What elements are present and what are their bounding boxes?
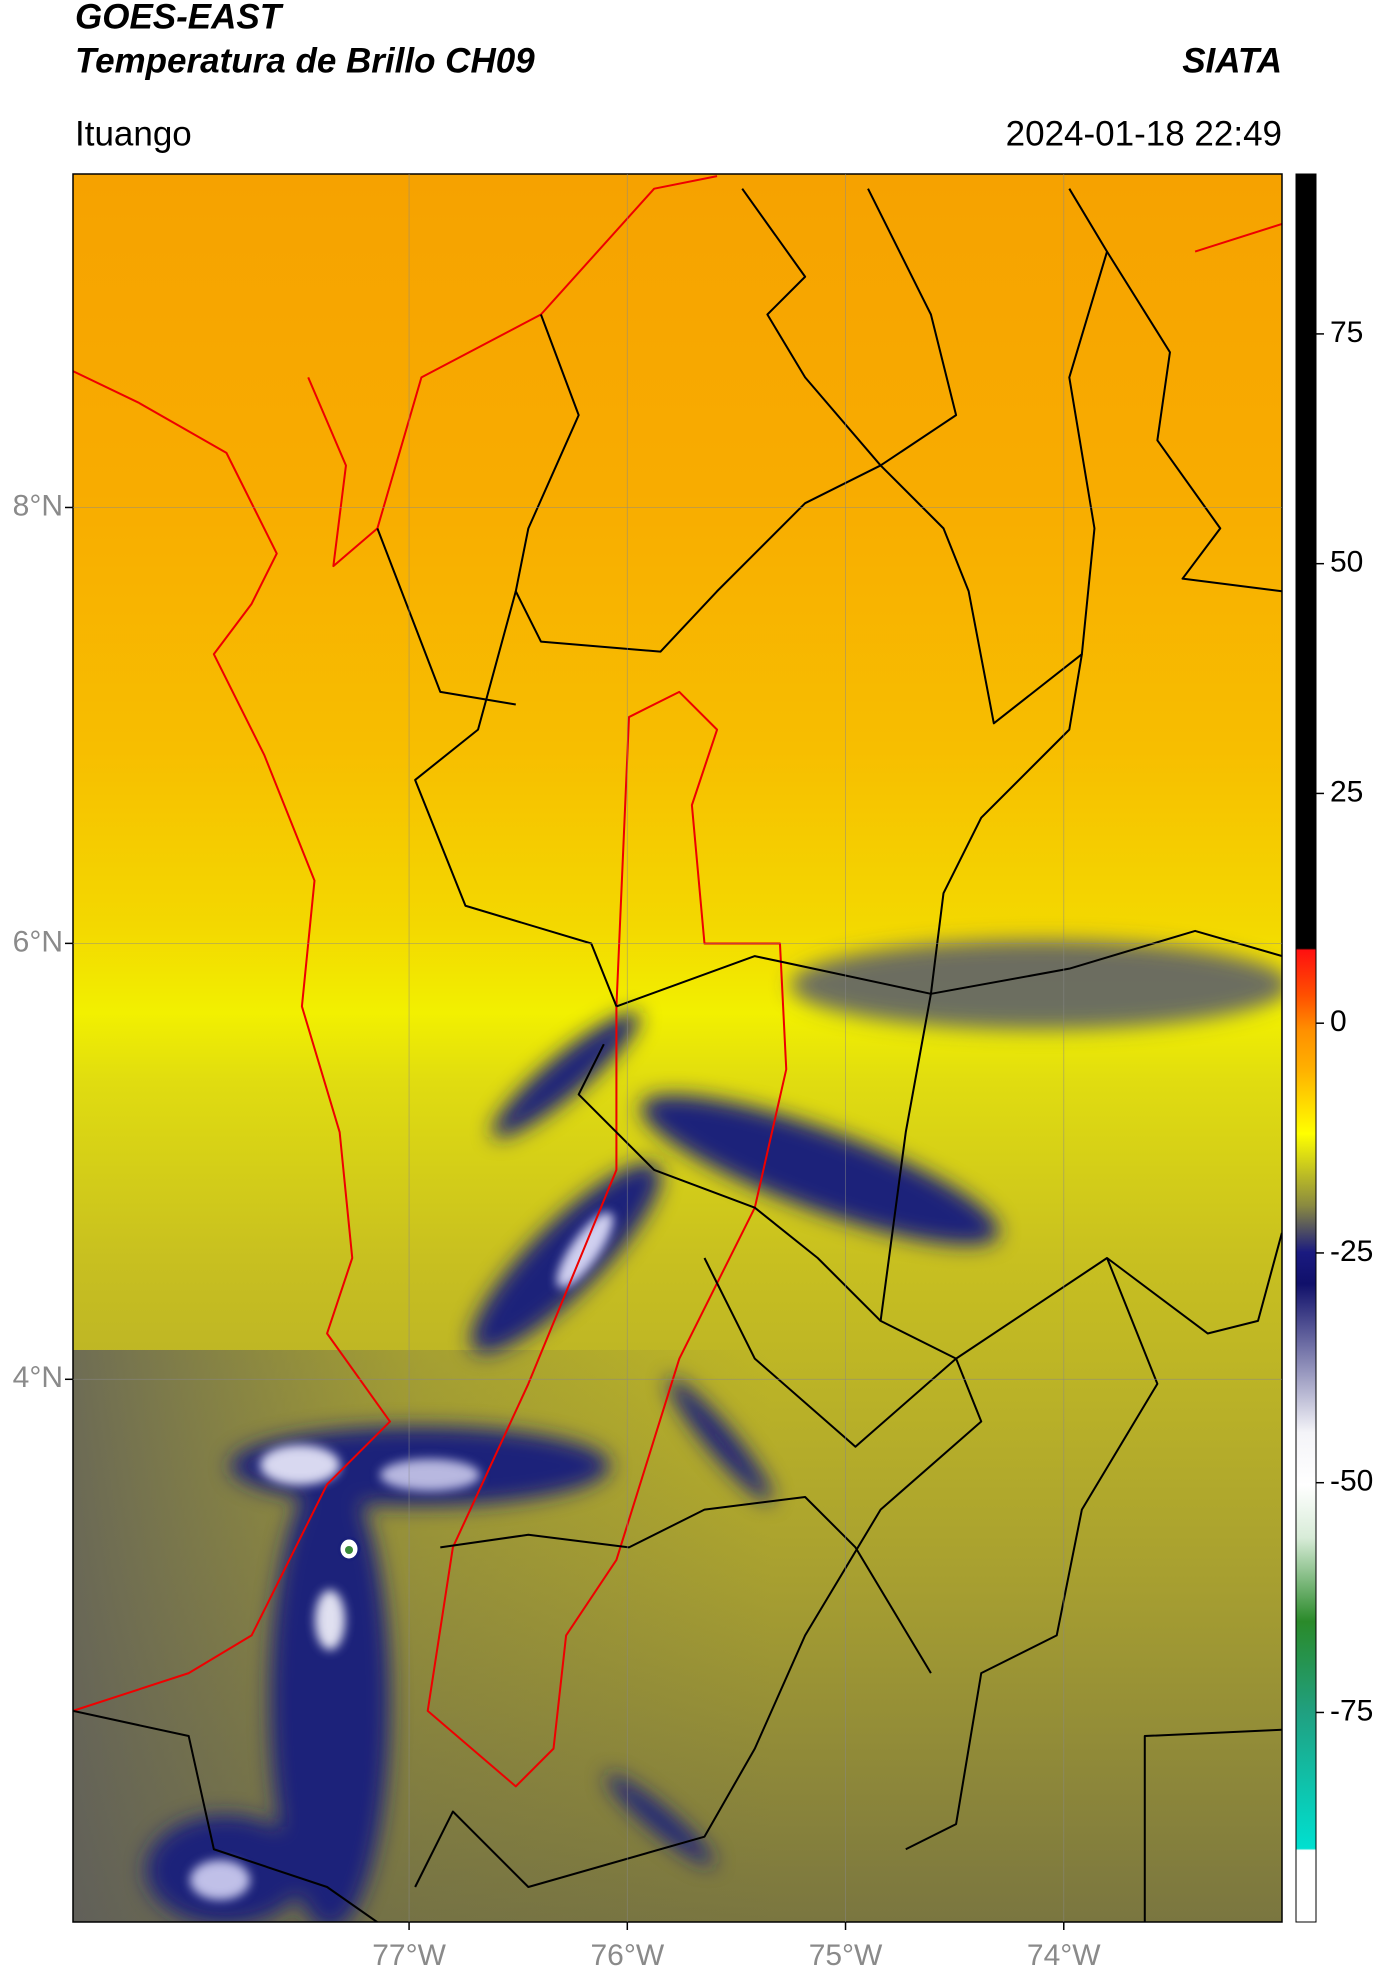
y-tick-label: 4°N [13,1361,63,1394]
title: GOES-EAST [75,0,284,36]
x-tick-label: 74°W [1027,1939,1101,1972]
source: SIATA [1182,41,1282,80]
map-frame [72,173,1283,1923]
colorbar [1295,173,1317,1923]
subtitle: Temperatura de Brillo CH09 [75,41,535,80]
colorbar-tick-label: 0 [1330,1005,1347,1038]
location: Ituango [75,114,192,153]
timestamp: 2024-01-18 22:49 [1006,114,1282,153]
x-tick-label: 77°W [372,1939,446,1972]
colorbar-tick-label: -25 [1330,1235,1373,1268]
colorbar-tick-label: 25 [1330,775,1363,808]
x-tick-label: 76°W [590,1939,664,1972]
colorbar-tick-label: 75 [1330,316,1363,349]
colorbar-tick-label: 50 [1330,546,1363,579]
y-tick-label: 6°N [13,925,63,958]
x-tick-label: 75°W [809,1939,883,1972]
map-image [73,174,1282,1922]
y-tick-label: 8°N [13,489,63,522]
colorbar-tick-label: -75 [1330,1694,1373,1727]
colorbar-tick-label: -50 [1330,1465,1373,1498]
